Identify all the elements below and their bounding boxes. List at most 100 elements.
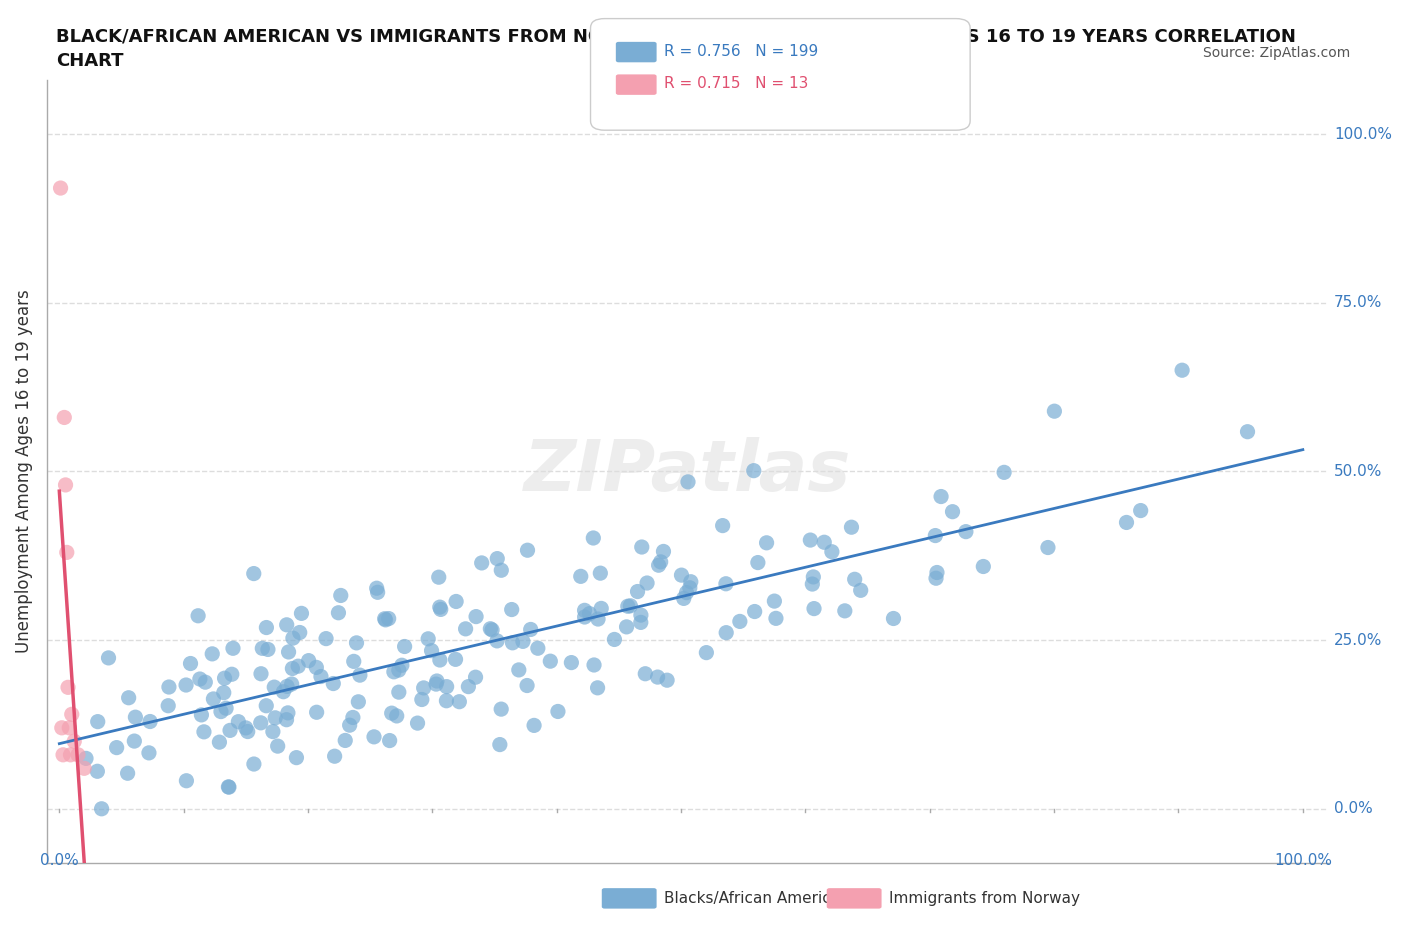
Point [626,584,648,599]
Point [429,600,451,615]
Point [281,631,304,645]
Point [254,698,277,713]
Point [277,706,299,721]
Point [882,611,904,626]
Point [194,675,217,690]
Text: Blacks/African Americans: Blacks/African Americans [664,891,858,906]
Point [66,748,89,763]
Point [139,714,162,729]
Point [844,572,866,587]
Point [138,746,160,761]
Point [219,723,242,737]
Point [547,704,569,719]
Point [52,748,75,763]
Point [425,677,447,692]
Point [298,653,321,668]
Point [630,615,652,630]
Point [519,622,541,637]
Point [675,585,697,600]
Point [591,601,613,616]
Point [582,530,605,545]
Point [454,621,477,636]
Point [60,707,83,722]
Point [925,571,948,586]
Point [616,619,638,634]
Point [315,631,337,646]
Point [193,724,215,739]
Text: 100.0%: 100.0% [1334,126,1392,141]
Point [728,614,751,629]
Text: Immigrants from Norway: Immigrants from Norway [889,891,1080,906]
Point [285,751,308,765]
Text: 0.0%: 0.0% [1334,802,1372,817]
Point [347,695,370,710]
Point [343,654,366,669]
Point [287,658,309,673]
Point [464,670,486,684]
Point [972,559,994,574]
Point [711,518,734,533]
Point [75,751,97,765]
Point [406,716,429,731]
Point [486,551,509,566]
Point [457,679,479,694]
Point [1171,363,1194,378]
Point [249,715,271,730]
Point [63,734,86,749]
Point [489,702,512,717]
Point [634,666,657,681]
Point [217,779,239,794]
Point [636,576,658,591]
Point [569,569,592,584]
Point [388,684,411,699]
Point [429,602,451,617]
Point [755,536,778,551]
Point [679,580,702,595]
Point [328,605,350,620]
Point [388,663,411,678]
Point [202,692,225,707]
Point [342,710,364,724]
Point [188,671,211,686]
Point [339,718,361,733]
Point [290,606,312,621]
Point [391,658,413,672]
Point [157,680,180,695]
Point [242,566,264,581]
Text: 100.0%: 100.0% [1274,853,1331,868]
Point [264,711,287,725]
Point [801,577,824,591]
Point [821,544,844,559]
Point [747,555,769,570]
Point [124,710,146,724]
Point [377,611,399,626]
Point [578,606,600,621]
Point [647,558,669,573]
Point [652,544,675,559]
Point [267,738,290,753]
Point [849,583,872,598]
Point [257,642,280,657]
Point [695,645,717,660]
Point [501,602,523,617]
Point [676,474,699,489]
Point [374,611,396,626]
Point [574,609,596,624]
Point [53,410,76,425]
Text: R = 0.715   N = 13: R = 0.715 N = 13 [664,76,808,91]
Point [176,774,198,789]
Point [929,489,952,504]
Point [335,733,357,748]
Point [329,588,352,603]
Point [603,632,626,647]
Point [385,709,408,724]
Point [124,734,146,749]
Point [59,748,82,763]
Point [744,604,766,619]
Y-axis label: Unemployment Among Ages 16 to 19 years: Unemployment Among Ages 16 to 19 years [15,289,32,653]
Point [97,650,120,665]
Point [349,668,371,683]
Text: R = 0.756   N = 199: R = 0.756 N = 199 [664,44,818,59]
Point [993,465,1015,480]
Point [801,569,824,584]
